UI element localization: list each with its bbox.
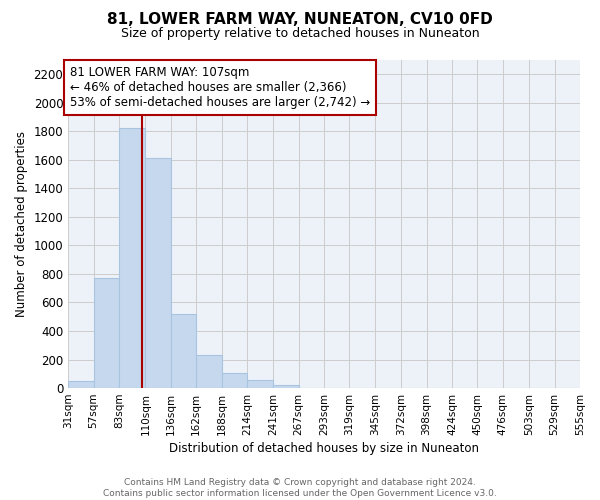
Text: Size of property relative to detached houses in Nuneaton: Size of property relative to detached ho…: [121, 28, 479, 40]
Text: Contains HM Land Registry data © Crown copyright and database right 2024.
Contai: Contains HM Land Registry data © Crown c…: [103, 478, 497, 498]
Bar: [119, 128, 145, 388]
Bar: [68, 381, 94, 388]
Bar: [171, 314, 196, 388]
Bar: [145, 158, 171, 388]
X-axis label: Distribution of detached houses by size in Nuneaton: Distribution of detached houses by size …: [169, 442, 479, 455]
Bar: [273, 384, 299, 388]
Bar: [94, 278, 119, 388]
Bar: [196, 356, 221, 388]
Bar: [221, 373, 247, 388]
Text: 81 LOWER FARM WAY: 107sqm
← 46% of detached houses are smaller (2,366)
53% of se: 81 LOWER FARM WAY: 107sqm ← 46% of detac…: [70, 66, 370, 108]
Text: 81, LOWER FARM WAY, NUNEATON, CV10 0FD: 81, LOWER FARM WAY, NUNEATON, CV10 0FD: [107, 12, 493, 28]
Bar: [247, 380, 273, 388]
Y-axis label: Number of detached properties: Number of detached properties: [15, 131, 28, 317]
